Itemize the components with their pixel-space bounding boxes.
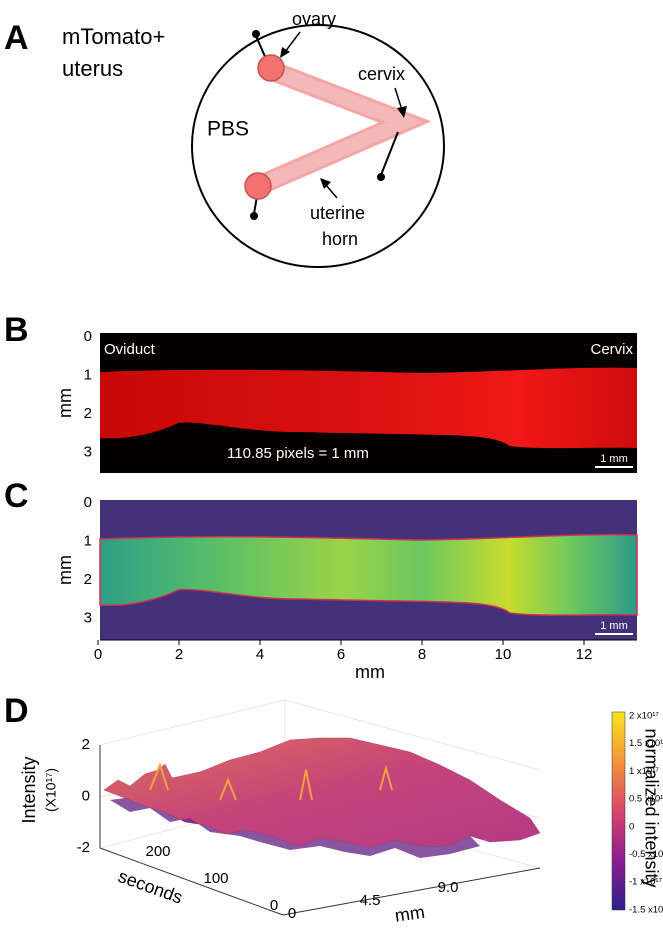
- mm-label: mm: [394, 902, 426, 926]
- colorbar-tick-label: 0: [629, 821, 634, 832]
- scale-bar-label: 1 mm: [600, 620, 628, 632]
- ovary: [257, 54, 285, 82]
- z-tick-label: 0: [82, 787, 90, 804]
- y-tick-label: 3: [84, 443, 92, 460]
- z-tick-label: -2: [77, 839, 90, 856]
- z-tick-label: 2: [82, 736, 90, 753]
- seconds-tick-label: 100: [203, 870, 228, 887]
- y-tick-label: 1: [84, 532, 92, 549]
- seconds-axis: [99, 847, 284, 916]
- mm-axis: [282, 867, 541, 916]
- scale-note: 110.85 pixels = 1 mm: [227, 445, 369, 462]
- colorbar-tick-label: -1.5 x10¹⁷: [629, 904, 663, 915]
- y-tick-label: 2: [84, 405, 92, 422]
- mm-tick-label: 9.0: [438, 879, 459, 896]
- seconds-tick-label: 0: [270, 897, 278, 914]
- x-tick-label: 6: [337, 646, 345, 663]
- arrowhead: [280, 47, 290, 58]
- medium: PBS: [207, 118, 249, 141]
- surface-peaks: [149, 762, 393, 801]
- surface-shadow: [110, 798, 480, 858]
- arrow: [325, 184, 338, 199]
- y-tick-label: 2: [84, 571, 92, 588]
- x-tick-label: 10: [495, 646, 512, 663]
- mm-tick-label: 4.5: [360, 892, 381, 909]
- colorbar-tick-label: 1.5 x10¹⁷: [629, 738, 663, 749]
- arrow: [394, 87, 403, 111]
- arrow: [284, 31, 301, 53]
- title-line: mTomato+: [62, 24, 165, 49]
- image-label: Oviduct: [104, 341, 156, 358]
- colorbar: [611, 711, 626, 911]
- colorbar-tick-label: -1 x10¹⁷: [629, 877, 663, 888]
- pin: [380, 131, 399, 176]
- seconds-tick-label: 200: [145, 843, 170, 860]
- panel-label: A: [4, 19, 29, 57]
- y-tick-label: 3: [84, 609, 92, 626]
- x-axis-label: mm: [355, 662, 385, 682]
- y-axis-label: mm: [55, 388, 75, 418]
- annotation: uterine: [310, 203, 365, 223]
- z-axis-unit: (X10¹⁷): [43, 768, 59, 812]
- seconds-label: seconds: [116, 866, 186, 908]
- colorbar-label: normalized intensity: [641, 728, 661, 887]
- x-tick-label: 2: [175, 646, 183, 663]
- ovary: [244, 172, 272, 200]
- colorbar-tick-label: 2 x10¹⁷: [629, 711, 659, 722]
- y-tick-label: 0: [84, 328, 92, 345]
- z-axis-label: Intensity: [19, 756, 39, 823]
- colorbar-tick-label: 0.5 x10¹⁷: [629, 794, 663, 805]
- annotation: horn: [322, 229, 358, 249]
- colorbar-tick-label: 1 x10¹⁷: [629, 766, 659, 777]
- dish: [191, 24, 445, 268]
- uterus-inner: [255, 63, 424, 193]
- panel-label: D: [4, 692, 29, 730]
- y-axis-label: mm: [55, 555, 75, 585]
- x-tick-label: 4: [256, 646, 264, 663]
- panel-label: B: [4, 311, 29, 349]
- annotation: cervix: [358, 64, 405, 84]
- colorbar-tick-label: -0.5 x10¹⁷: [629, 849, 663, 860]
- pin-head: [250, 212, 258, 220]
- pin-head: [377, 173, 385, 181]
- arrowhead: [397, 106, 407, 118]
- panel-label: C: [4, 477, 29, 515]
- arrowhead: [320, 178, 331, 189]
- annotation: ovary: [292, 9, 336, 29]
- y-tick-label: 1: [84, 366, 92, 383]
- y-tick-label: 0: [84, 494, 92, 511]
- tissue: [99, 533, 638, 616]
- x-tick-label: 12: [576, 646, 593, 663]
- tissue: [100, 367, 637, 449]
- x-tick-label: 8: [418, 646, 426, 663]
- x-tick-label: 0: [94, 646, 102, 663]
- image-label: Cervix: [590, 341, 633, 358]
- title-line: uterus: [62, 56, 123, 81]
- mm-tick-label: 0: [288, 905, 296, 922]
- scale-bar-label: 1 mm: [600, 453, 628, 465]
- surface: [103, 737, 541, 849]
- pin-head: [252, 30, 260, 38]
